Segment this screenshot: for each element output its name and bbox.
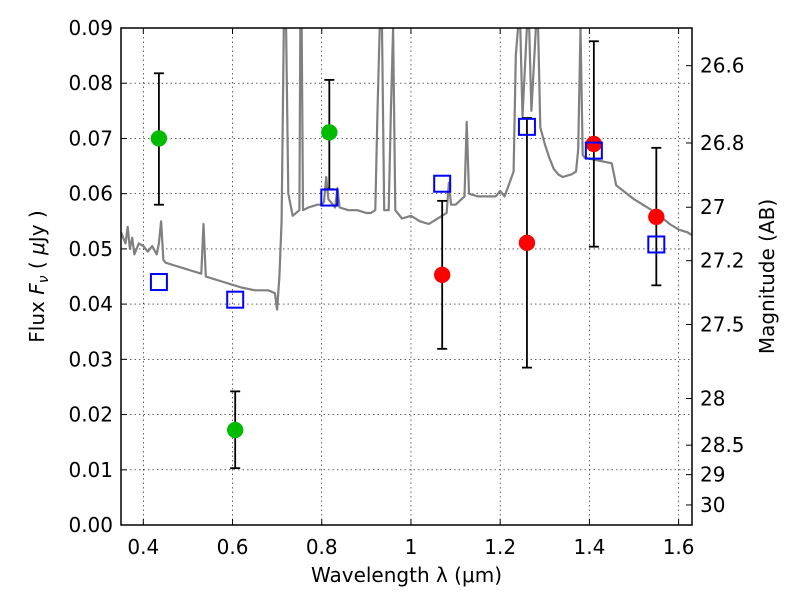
spectrum-layer — [121, 28, 692, 311]
data-point-circle — [648, 208, 665, 226]
model-photometry-square — [149, 273, 168, 292]
y2-tick-label: 28 — [700, 386, 725, 410]
data-markers — [149, 117, 666, 439]
x-tick-label: 1.2 — [484, 535, 516, 559]
model-photometry-square — [647, 235, 666, 254]
y-tick-label: 0.08 — [68, 71, 113, 95]
y2-tick-label: 27.5 — [700, 313, 745, 337]
model-photometry-square — [320, 188, 339, 207]
data-point-circle — [150, 130, 168, 147]
x-tick-label: 0.4 — [127, 535, 159, 559]
x-tick-label: 0.6 — [217, 535, 249, 559]
y2-tick-label: 26.8 — [700, 131, 745, 155]
y-axis-label-part: ν — [36, 275, 52, 283]
y-axis-label: Flux Fν ( μJy ) — [25, 210, 52, 342]
model-photometry-square — [584, 141, 603, 160]
y-tick-label: 0.01 — [68, 458, 113, 482]
y-axis-label-part: Jy ) — [25, 210, 49, 244]
y2-tick-label: 28.5 — [700, 433, 745, 457]
error-bars — [153, 40, 662, 470]
x-axis-label: Wavelength λ (μm) — [311, 563, 502, 587]
y-tick-label: 0.07 — [68, 126, 113, 150]
y-tick-label: 0.00 — [68, 513, 113, 537]
y-axis-label-part: μ — [25, 242, 49, 256]
x-tick-label: 1.6 — [663, 535, 695, 559]
y2-tick-label: 27 — [700, 195, 725, 219]
model-photometry-square — [433, 174, 452, 193]
y-tick-label: 0.05 — [68, 237, 113, 261]
data-point-circle — [585, 135, 603, 153]
y-axis-label-part: Flux — [25, 295, 49, 343]
x-tick-label: 1 — [405, 535, 418, 559]
y-tick-label: 0.06 — [68, 182, 113, 206]
axis-ticks: 0.4 0.6 0.8 1 1.2 1.4 1.6 0.00 0.01 0.02 0.03 0.04 0… — [68, 16, 744, 559]
model-photometry-square — [517, 117, 536, 136]
y2-tick-label: 27.2 — [700, 249, 745, 273]
plot-frame — [120, 27, 693, 526]
y-tick-label: 0.03 — [68, 347, 113, 371]
x-tick-label: 1.4 — [573, 535, 605, 559]
data-point-circle — [226, 421, 244, 439]
spectrum-line — [121, 28, 692, 311]
y-axis-label-part: F — [25, 283, 49, 295]
grid-lines — [121, 27, 692, 526]
y2-axis-label: Magnitude (AB) — [755, 199, 779, 354]
y-tick-label: 0.02 — [68, 403, 113, 427]
y2-tick-label: 26.6 — [700, 54, 745, 78]
model-photometry-square — [226, 290, 245, 309]
data-point-circle — [518, 234, 536, 252]
x-tick-label: 0.8 — [306, 535, 338, 559]
data-point-circle — [433, 266, 451, 284]
y-tick-label: 0.04 — [68, 292, 113, 316]
y2-tick-label: 29 — [700, 463, 725, 487]
y-axis-label-part: ( — [25, 255, 49, 276]
y-tick-label: 0.09 — [68, 16, 113, 40]
y2-tick-label: 30 — [700, 493, 725, 517]
data-point-circle — [321, 124, 338, 141]
